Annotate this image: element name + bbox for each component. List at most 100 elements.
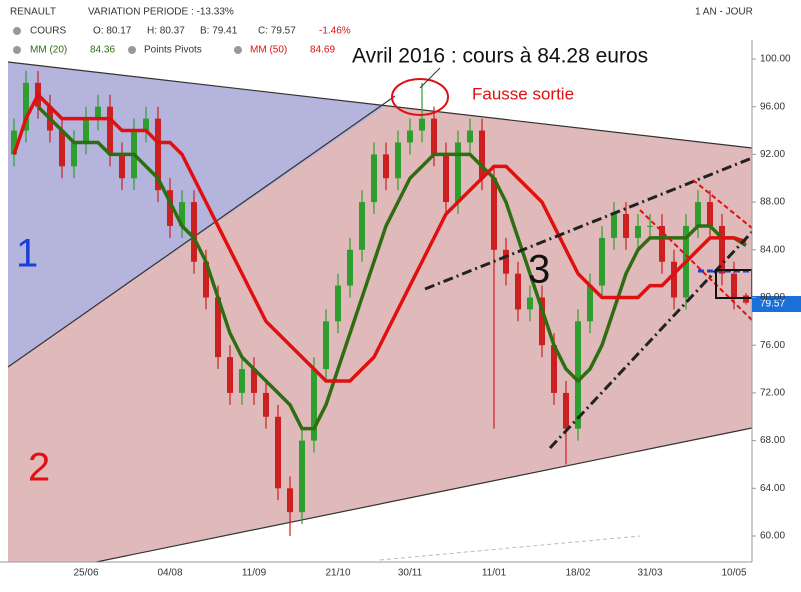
candle-body — [311, 369, 317, 441]
candle-body — [671, 261, 677, 298]
candle-body — [155, 118, 161, 191]
channel-bottom — [548, 230, 754, 450]
candle-body — [503, 249, 509, 274]
annotation-false-break: Fausse sortie — [472, 84, 574, 103]
close: C: 79.57 — [258, 26, 296, 37]
gear — [13, 46, 21, 54]
y-tick-label: 80.00 — [760, 292, 785, 303]
candle-body — [443, 154, 449, 203]
candle-body — [695, 202, 701, 226]
y-axis-band — [752, 0, 801, 562]
candle-body — [239, 369, 245, 393]
candle-body — [647, 225, 653, 227]
variation: VARIATION PERIODE : -13.33% — [88, 7, 234, 18]
candle-body — [743, 295, 749, 303]
candle-body — [119, 154, 125, 179]
candle-body — [59, 130, 65, 167]
candle-body — [563, 392, 569, 429]
candle-body — [287, 488, 293, 513]
candle-body — [359, 202, 365, 250]
y-tick-label: 92.00 — [760, 149, 785, 160]
annotation-title: Avril 2016 : cours à 84.28 euros — [352, 45, 648, 68]
candle-body — [539, 297, 545, 346]
callout — [419, 67, 441, 89]
candle-body — [659, 225, 665, 262]
candle-body — [11, 130, 17, 155]
candle-body — [383, 154, 389, 179]
candle-body — [275, 416, 281, 489]
x-tick-label: 25/06 — [73, 568, 98, 579]
candle-body — [23, 82, 29, 131]
candle-body — [335, 285, 341, 322]
x-tick-label: 18/02 — [565, 568, 590, 579]
zone-label: 2 — [28, 446, 50, 490]
gear — [234, 46, 242, 54]
moving-average — [36, 105, 747, 431]
candle-body — [83, 118, 89, 143]
open: O: 80.17 — [93, 26, 132, 37]
gear — [128, 46, 136, 54]
candle-body — [167, 190, 173, 226]
candle-body — [527, 297, 533, 310]
price-flag — [752, 296, 801, 312]
candle-body — [143, 118, 149, 131]
y-tick-label: 84.00 — [760, 244, 785, 255]
y-tick-label: 76.00 — [760, 340, 785, 351]
candle-body — [419, 118, 425, 131]
x-tick-label: 10/05 — [721, 568, 746, 579]
change: -1.46% — [319, 26, 351, 37]
candle-body — [719, 225, 725, 274]
red-dash-bottom — [639, 209, 753, 321]
candle-body — [191, 202, 197, 262]
candle-body — [251, 369, 257, 393]
candle-body — [599, 237, 605, 286]
gear-icons — [13, 27, 242, 54]
candle-body — [515, 273, 521, 310]
candle-body — [611, 214, 617, 238]
candle-body — [707, 202, 713, 226]
x-tick-label: 11/01 — [482, 568, 507, 579]
candle-body — [215, 297, 221, 358]
x-tick-label: 21/10 — [325, 568, 350, 579]
candle-body — [371, 154, 377, 203]
candle-body — [395, 142, 401, 179]
legend-ma20-value: 84.36 — [90, 45, 115, 56]
candle-body — [575, 321, 581, 429]
period: 1 AN - JOUR — [695, 7, 753, 18]
pivots: Points Pivots — [144, 45, 202, 56]
candle-body — [347, 249, 353, 286]
legend-ma50-value: 84.69 — [310, 45, 335, 56]
candle-body — [623, 214, 629, 238]
candle-body — [491, 178, 497, 250]
legend-ma50: MM (50) — [250, 45, 287, 56]
divider-line — [7, 95, 396, 368]
plot — [11, 70, 749, 536]
candle-body — [467, 130, 473, 143]
candle-body — [587, 285, 593, 322]
low: B: 79.41 — [200, 26, 238, 37]
faint-line — [379, 535, 641, 561]
cours: COURS — [30, 26, 66, 37]
candle-body — [731, 273, 737, 298]
moving-average — [12, 93, 747, 383]
candle-body — [407, 130, 413, 143]
candle-body — [479, 130, 485, 179]
zone-label: 3 — [528, 248, 550, 292]
candle-body — [107, 106, 113, 155]
y-tick-label: 60.00 — [760, 531, 785, 542]
candle-body — [431, 118, 437, 155]
symbol: RENAULT — [10, 7, 56, 18]
x-axis-band — [0, 562, 801, 592]
candle-body — [71, 142, 77, 167]
gear — [13, 27, 21, 35]
lower-trendline — [7, 427, 753, 581]
candle-body — [263, 392, 269, 417]
ellipse — [391, 78, 449, 116]
candle-body — [203, 261, 209, 298]
zone-label: 1 — [16, 232, 38, 276]
candle-body — [455, 142, 461, 203]
candle-body — [299, 440, 305, 513]
x-tick-label: 30/11 — [398, 568, 423, 579]
